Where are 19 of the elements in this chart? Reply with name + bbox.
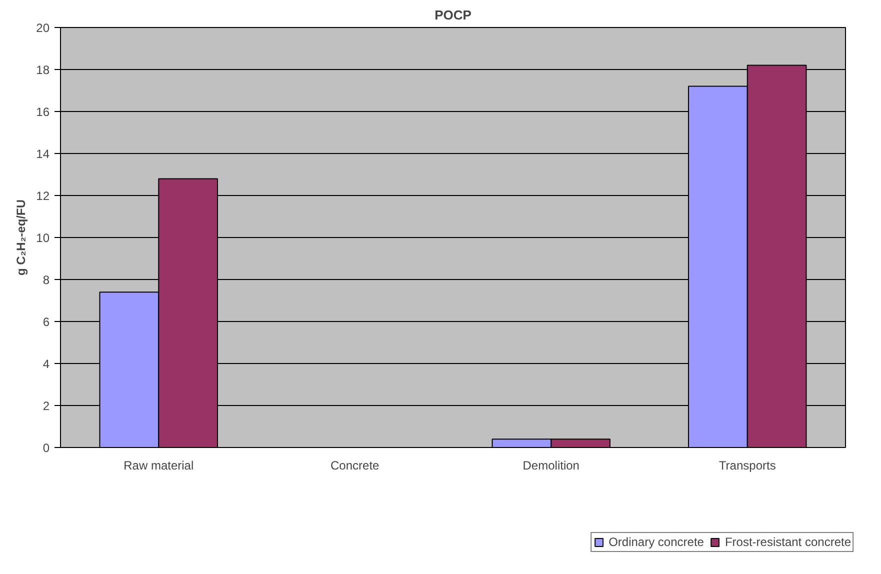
x-tick-label: Raw material [124,458,194,472]
x-tick-label: Concrete [330,458,380,472]
y-tick-label: 2 [42,399,50,413]
y-tick-label: 10 [36,231,50,245]
y-tick-label: 4 [42,357,50,371]
y-tick-label: 8 [42,273,50,287]
y-tick-label: 18 [36,63,50,77]
chart-title: POCP [434,8,472,22]
y-tick-label: 14 [36,147,50,161]
y-axis-title: g C₂H₂-eq/FU [14,199,28,276]
legend-label: Ordinary concrete [608,534,704,548]
y-tick-label: 12 [36,189,50,203]
y-tick-label: 16 [36,105,50,119]
x-tick-label: Transports [718,458,776,472]
y-tick-label: 6 [42,315,50,329]
x-tick-label: Demolition [522,458,580,472]
y-tick-label: 20 [36,21,50,35]
y-tick-label: 0 [42,441,50,455]
legend-label: Frost-resistant concrete [724,534,851,548]
